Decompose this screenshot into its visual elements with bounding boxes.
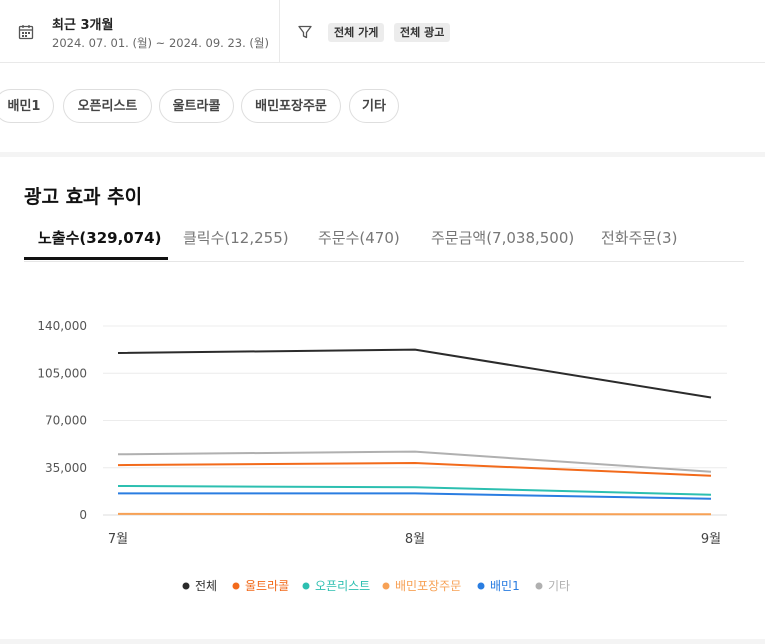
chip-openlist[interactable]: 오픈리스트 bbox=[63, 89, 152, 123]
tab-order-amount[interactable]: 주문금액(7,038,500) bbox=[431, 229, 575, 247]
chip-baemin1[interactable]: 배민1 bbox=[0, 89, 54, 123]
series-line bbox=[117, 450, 712, 473]
x-tick-label: 9월 bbox=[701, 532, 721, 547]
metric-tabs: 노출수(329,074) 클릭수(12,255) 주문수(470) 주문금액(7… bbox=[24, 219, 744, 262]
section-divider bbox=[0, 152, 765, 157]
legend-marker bbox=[182, 582, 190, 590]
ad-filter-tag[interactable]: 전체 광고 bbox=[394, 23, 451, 42]
legend-marker bbox=[382, 582, 390, 590]
legend-marker bbox=[535, 582, 543, 590]
tab-clicks[interactable]: 클릭수(12,255) bbox=[183, 229, 289, 247]
legend-marker bbox=[302, 582, 310, 590]
legend-label: 울트라콜 bbox=[245, 579, 289, 593]
tab-impressions[interactable]: 노출수(329,074) bbox=[38, 229, 162, 247]
y-tick-label: 0 bbox=[79, 508, 87, 522]
date-range-text: 2024. 07. 01. (월) ~ 2024. 09. 23. (월) bbox=[52, 36, 269, 50]
section-title: 광고 효과 추이 bbox=[24, 186, 143, 208]
y-tick-label: 140,000 bbox=[37, 319, 87, 333]
y-tick-label: 70,000 bbox=[45, 414, 87, 428]
tab-phone-orders[interactable]: 전화주문(3) bbox=[601, 229, 678, 247]
legend-marker bbox=[477, 582, 485, 590]
y-tick-label: 105,000 bbox=[37, 366, 87, 380]
period-label: 최근 3개월 bbox=[52, 18, 114, 33]
filter-bar: 최근 3개월 2024. 07. 01. (월) ~ 2024. 09. 23.… bbox=[0, 0, 765, 63]
active-tab-indicator bbox=[24, 257, 168, 260]
chip-pickup-order[interactable]: 배민포장주문 bbox=[241, 89, 341, 123]
legend-label: 오픈리스트 bbox=[315, 579, 370, 593]
chip-ultracall[interactable]: 울트라콜 bbox=[159, 89, 234, 123]
tab-orders[interactable]: 주문수(470) bbox=[318, 229, 400, 247]
calendar-icon bbox=[18, 25, 34, 40]
ad-type-chips: 배민1 오픈리스트 울트라콜 배민포장주문 기타 bbox=[0, 89, 765, 125]
legend-label: 배민1 bbox=[490, 579, 520, 593]
date-range-selector[interactable]: 최근 3개월 2024. 07. 01. (월) ~ 2024. 09. 23.… bbox=[0, 0, 280, 63]
x-tick-label: 7월 bbox=[108, 532, 128, 547]
legend-label: 기타 bbox=[548, 579, 570, 593]
legend-label: 배민포장주문 bbox=[395, 579, 461, 593]
series-line bbox=[117, 348, 712, 399]
y-tick-label: 35,000 bbox=[45, 461, 87, 475]
legend-label: 전체 bbox=[195, 579, 217, 593]
x-tick-label: 8월 bbox=[405, 532, 425, 547]
series-line bbox=[118, 492, 712, 500]
store-filter-tag[interactable]: 전체 가게 bbox=[328, 23, 385, 42]
bottom-divider bbox=[0, 639, 765, 644]
filter-icon[interactable] bbox=[297, 24, 313, 40]
series-line bbox=[117, 462, 712, 477]
legend-marker bbox=[232, 582, 240, 590]
series-line bbox=[117, 485, 712, 496]
chip-etc[interactable]: 기타 bbox=[349, 89, 399, 123]
